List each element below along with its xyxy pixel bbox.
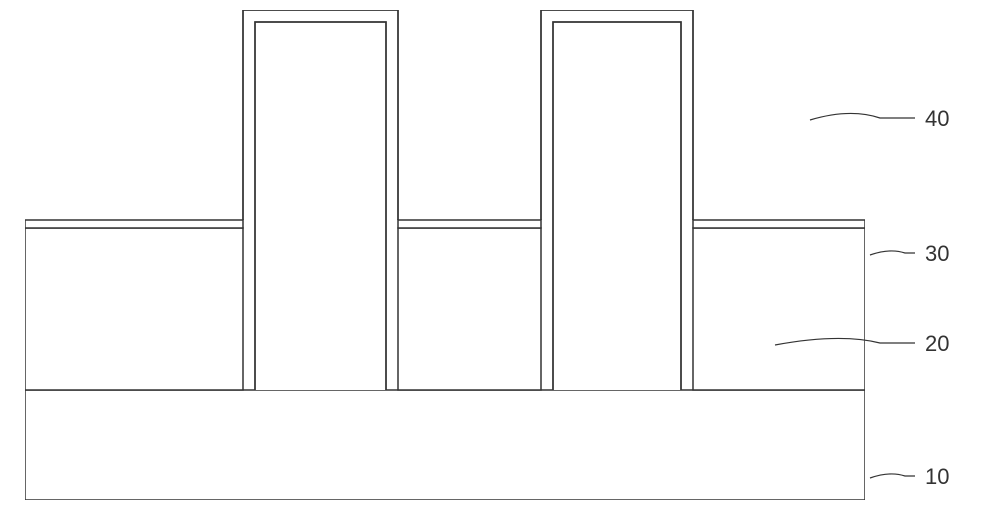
fin-left-inner	[255, 22, 386, 390]
fin-top-gap-left	[244, 11, 397, 21]
fin-gap-right	[542, 22, 552, 389]
diagram-svg	[25, 10, 865, 500]
label-40: 40	[925, 106, 949, 132]
thin-layer-middle	[398, 220, 541, 228]
fin-right-inner	[553, 22, 681, 390]
oxide-region-middle	[398, 228, 541, 390]
thin-layer-right	[693, 220, 865, 228]
oxide-region-right	[693, 228, 865, 390]
fin-top-gap-right	[542, 11, 692, 21]
cross-section-diagram	[25, 10, 865, 500]
fin-gap-left	[244, 22, 254, 389]
leader-line-10	[870, 474, 915, 478]
leader-line-30	[870, 251, 915, 255]
oxide-region-left	[25, 228, 243, 390]
label-20: 20	[925, 331, 949, 357]
fin-gap-left-outer	[387, 22, 397, 389]
label-30: 30	[925, 241, 949, 267]
thin-layer-left	[25, 220, 243, 228]
fin-gap-right-outer	[682, 22, 692, 389]
label-10: 10	[925, 464, 949, 490]
substrate-layer	[25, 390, 865, 500]
